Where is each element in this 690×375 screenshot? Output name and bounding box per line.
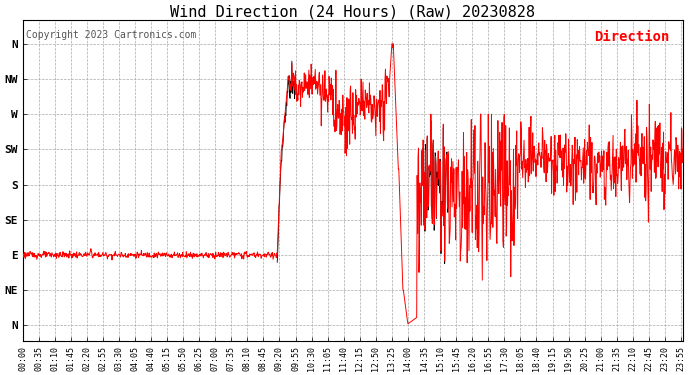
- Title: Wind Direction (24 Hours) (Raw) 20230828: Wind Direction (24 Hours) (Raw) 20230828: [170, 4, 535, 19]
- Text: Copyright 2023 Cartronics.com: Copyright 2023 Cartronics.com: [26, 30, 196, 40]
- Text: Direction: Direction: [594, 30, 669, 44]
